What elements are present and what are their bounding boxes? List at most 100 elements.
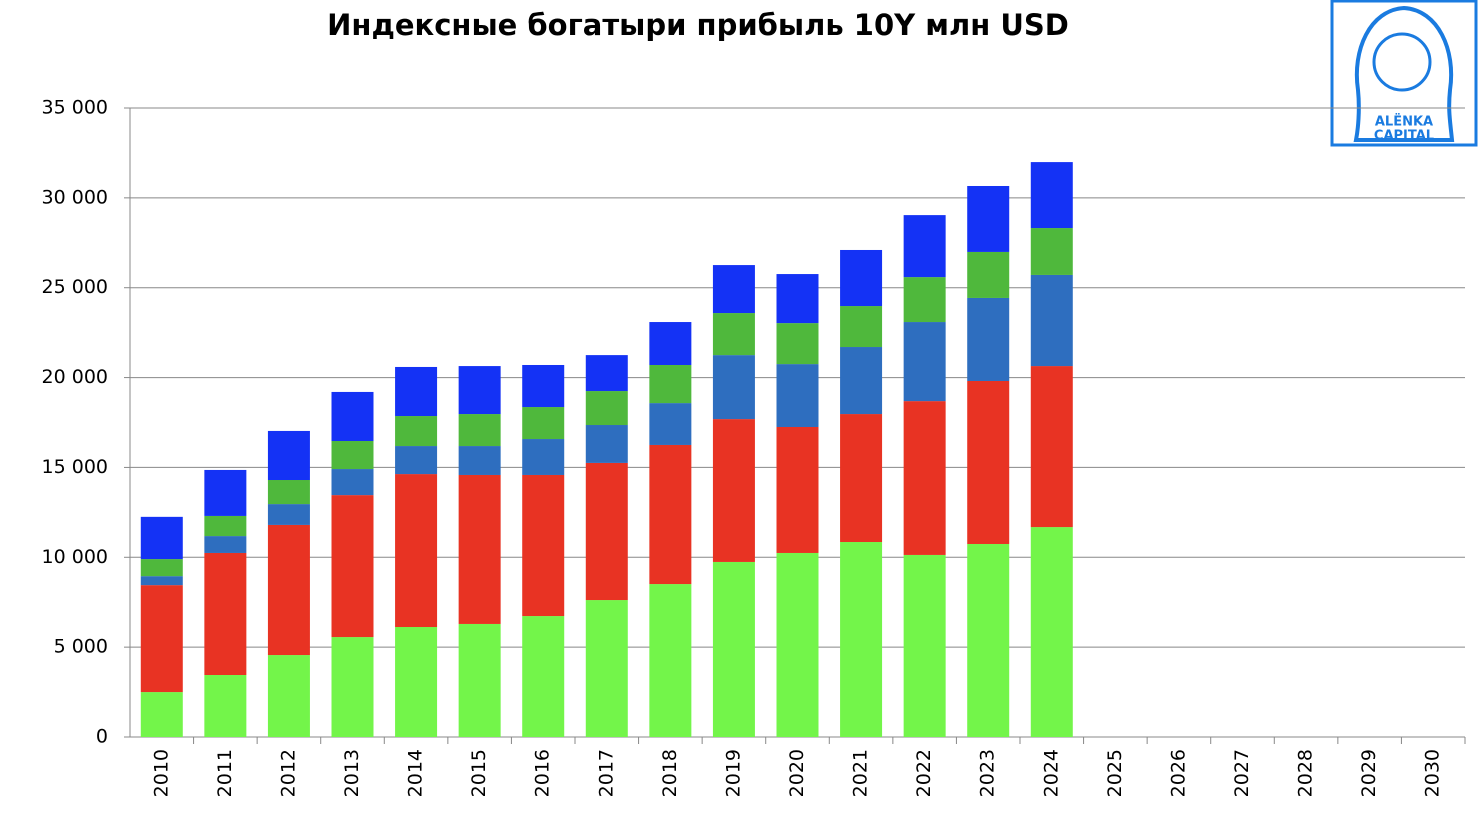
bar-segment	[712, 419, 755, 562]
x-tick-label: 2014	[405, 749, 427, 797]
x-tick-label: 2025	[1104, 749, 1126, 797]
y-tick-label: 5 000	[54, 636, 108, 658]
bar-segment	[585, 391, 628, 426]
bar-segment	[1030, 527, 1073, 737]
bar-segment	[395, 446, 438, 475]
bar-segment	[776, 364, 819, 427]
bar-segment	[395, 416, 438, 447]
x-tick-label: 2015	[468, 749, 490, 797]
logo-text: CAPITAL	[1374, 129, 1434, 144]
bar-segment	[331, 441, 374, 470]
bar-segment	[331, 637, 374, 737]
x-tick-label: 2030	[1422, 749, 1444, 797]
bar-segment	[649, 364, 692, 404]
bar-segment	[776, 426, 819, 553]
bar-segment	[585, 425, 628, 463]
x-tick-label: 2027	[1231, 749, 1253, 797]
bar-segment	[522, 616, 565, 737]
y-tick-label: 10 000	[42, 546, 108, 568]
bar-segment	[967, 380, 1010, 544]
bar-segment	[331, 391, 374, 442]
logo-doll	[1353, 5, 1455, 142]
y-tick-label: 20 000	[42, 366, 108, 388]
bar-segment	[204, 552, 247, 675]
bar-segment	[522, 364, 565, 408]
bar-segment	[458, 623, 501, 737]
bar-segment	[840, 542, 883, 737]
bar-segment	[140, 576, 183, 586]
bar-segment	[522, 407, 565, 440]
bar-segment	[776, 323, 819, 365]
bar-segment	[267, 504, 310, 525]
bar-segment	[903, 401, 946, 555]
bar-segment	[1030, 274, 1073, 367]
x-tick-label: 2013	[341, 749, 363, 797]
logo-text: ALЁNKA	[1375, 114, 1433, 130]
bar-segment	[331, 469, 374, 496]
bar-segment	[267, 655, 310, 737]
x-tick-label: 2029	[1358, 749, 1380, 797]
bar-segment	[267, 480, 310, 505]
bar-segment	[649, 403, 692, 445]
bar-segment	[522, 474, 565, 617]
bar-segment	[267, 524, 310, 656]
bar-segment	[331, 495, 374, 638]
bar-segment	[585, 600, 628, 737]
x-tick-label: 2021	[850, 749, 872, 797]
bar-segment	[712, 313, 755, 356]
bar-segment	[395, 474, 438, 628]
bar-segment	[204, 469, 247, 516]
bar-segment	[458, 474, 501, 624]
chart-title: Индексные богатыри прибыль 10Y млн USD	[327, 8, 1069, 42]
bar-segment	[458, 446, 501, 475]
x-tick-label: 2020	[786, 749, 808, 797]
bar-segment	[903, 554, 946, 737]
bar-segment	[1030, 366, 1073, 528]
bar-segment	[458, 366, 501, 415]
y-tick-label: 15 000	[42, 456, 108, 478]
bar-segment	[522, 439, 565, 475]
bar-segment	[204, 536, 247, 553]
x-tick-label: 2019	[722, 749, 744, 797]
bar-segment	[395, 366, 438, 417]
x-tick-label: 2012	[277, 749, 299, 797]
logo-face	[1372, 32, 1432, 92]
bar-segment	[649, 584, 692, 737]
bar-segment	[712, 265, 755, 314]
bar-segment	[140, 692, 183, 737]
x-tick-label: 2010	[150, 749, 172, 797]
y-tick-label: 25 000	[42, 276, 108, 298]
bar-segment	[776, 552, 819, 737]
bar-segment	[140, 516, 183, 560]
bar-segment	[140, 559, 183, 577]
bar-segment	[903, 322, 946, 402]
x-tick-label: 2026	[1167, 749, 1189, 797]
bar-segment	[204, 674, 247, 737]
bar-segment	[967, 251, 1010, 298]
bar-segment	[967, 185, 1010, 252]
bar-segment	[585, 355, 628, 392]
bar-segment	[1030, 162, 1073, 229]
bar-segment	[967, 297, 1010, 381]
bar-segment	[712, 355, 755, 420]
x-tick-label: 2023	[977, 749, 999, 797]
x-tick-label: 2028	[1295, 749, 1317, 797]
x-tick-label: 2024	[1040, 749, 1062, 797]
bar-segment	[458, 414, 501, 447]
bar-segment	[840, 414, 883, 543]
bar-segment	[967, 543, 1010, 737]
bar-segment	[649, 444, 692, 585]
x-tick-label: 2018	[659, 749, 681, 797]
x-tick-label: 2011	[214, 749, 236, 797]
bar-segment	[395, 627, 438, 737]
bar-segment	[903, 215, 946, 278]
bar-segment	[649, 322, 692, 365]
bar-segment	[712, 561, 755, 737]
bar-segment	[1030, 228, 1073, 275]
x-tick-label: 2022	[913, 749, 935, 797]
logo: ALЁNKA CAPITAL	[1330, 0, 1478, 147]
bar-segment	[267, 430, 310, 481]
y-tick-label: 0	[96, 726, 108, 748]
x-tick-label: 2017	[595, 749, 617, 797]
